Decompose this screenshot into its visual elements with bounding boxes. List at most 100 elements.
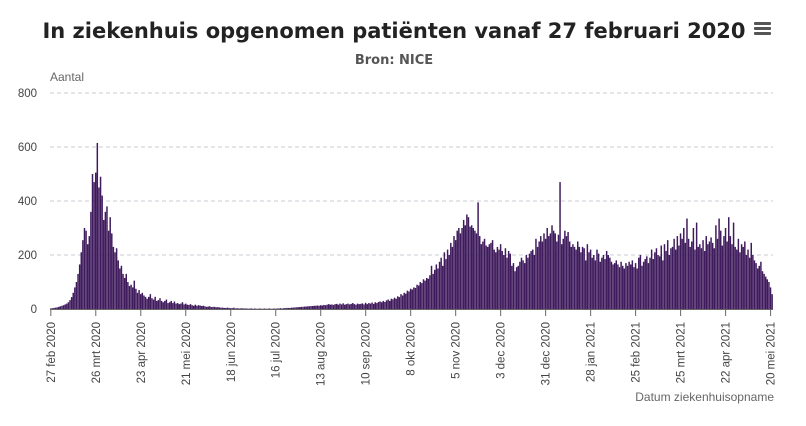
bar — [371, 302, 373, 309]
bar — [233, 307, 235, 309]
bar — [366, 304, 368, 309]
bar — [50, 308, 52, 309]
bar — [671, 246, 674, 309]
bar — [536, 246, 539, 309]
bar — [363, 304, 365, 309]
bar — [602, 255, 605, 309]
bar — [162, 302, 164, 309]
bar — [652, 259, 654, 309]
bar — [408, 291, 410, 309]
bar — [347, 303, 349, 309]
bar — [387, 299, 389, 309]
bar — [650, 249, 653, 309]
bar — [109, 217, 111, 309]
bar — [588, 252, 590, 309]
bar — [625, 263, 627, 309]
bar — [764, 276, 767, 309]
bar — [673, 238, 675, 309]
bar — [665, 250, 667, 309]
bar — [607, 255, 609, 309]
bar — [572, 244, 574, 309]
bar — [758, 265, 761, 309]
bar — [763, 273, 765, 309]
bar — [59, 306, 62, 309]
bar — [189, 304, 192, 309]
bar — [353, 304, 356, 309]
bar — [560, 244, 563, 309]
bar — [552, 230, 555, 309]
bar — [239, 308, 242, 309]
bar — [771, 294, 773, 309]
bar — [165, 299, 168, 309]
bar — [642, 261, 645, 309]
bar — [443, 252, 446, 309]
bar — [477, 202, 479, 309]
bar — [523, 263, 526, 309]
bar — [678, 245, 680, 309]
bar — [143, 295, 145, 309]
bar — [662, 260, 664, 309]
bar — [69, 300, 71, 309]
bar — [498, 249, 500, 309]
bar — [638, 257, 640, 309]
bar — [294, 307, 296, 309]
bar — [395, 298, 397, 309]
bar — [273, 308, 275, 309]
bar — [674, 249, 677, 309]
bar — [131, 287, 134, 309]
bar — [686, 218, 688, 309]
bar — [186, 304, 189, 309]
bar — [559, 182, 561, 309]
bar — [721, 245, 724, 309]
bar — [445, 259, 447, 309]
x-tick-label: 5 nov 2020 — [451, 322, 463, 379]
bar — [429, 275, 431, 309]
bar — [139, 294, 142, 309]
bar — [480, 244, 483, 309]
bar — [589, 249, 592, 309]
x-tick-label: 3 dec 2020 — [496, 322, 508, 379]
bar — [711, 242, 714, 309]
chart-menu-button[interactable] — [750, 18, 776, 40]
bar — [379, 301, 381, 309]
bar — [478, 236, 481, 309]
bar — [655, 248, 658, 309]
bar — [250, 308, 253, 309]
bar — [435, 264, 438, 309]
bar — [605, 250, 608, 309]
bar — [223, 307, 225, 309]
bar — [225, 307, 227, 309]
bar — [284, 308, 287, 309]
bar — [409, 288, 412, 309]
bar — [731, 244, 733, 309]
bar — [331, 304, 333, 309]
bar — [597, 253, 600, 309]
bar — [85, 230, 87, 309]
bar — [691, 241, 693, 309]
bar — [495, 252, 497, 309]
bar — [705, 236, 707, 309]
bar — [533, 255, 536, 309]
bar — [199, 305, 201, 309]
bar — [647, 263, 650, 309]
bar — [197, 305, 200, 309]
bar — [192, 305, 195, 309]
bar — [170, 300, 172, 309]
x-axis: 27 feb 2020 26 mrt 2020 23 apr 2020 21 mei … — [46, 309, 778, 386]
bar — [241, 308, 243, 309]
y-tick-label: 800 — [18, 88, 37, 100]
bar — [413, 287, 415, 309]
bar — [348, 304, 351, 309]
bar — [369, 303, 372, 309]
bar — [446, 249, 449, 309]
bar — [114, 252, 116, 309]
bar — [417, 285, 420, 309]
bar — [474, 230, 476, 309]
bar — [438, 261, 441, 309]
bar — [167, 303, 169, 309]
bar — [670, 248, 672, 309]
bar — [141, 292, 144, 309]
bar — [138, 290, 140, 309]
bar — [556, 241, 558, 309]
bar — [361, 303, 364, 309]
